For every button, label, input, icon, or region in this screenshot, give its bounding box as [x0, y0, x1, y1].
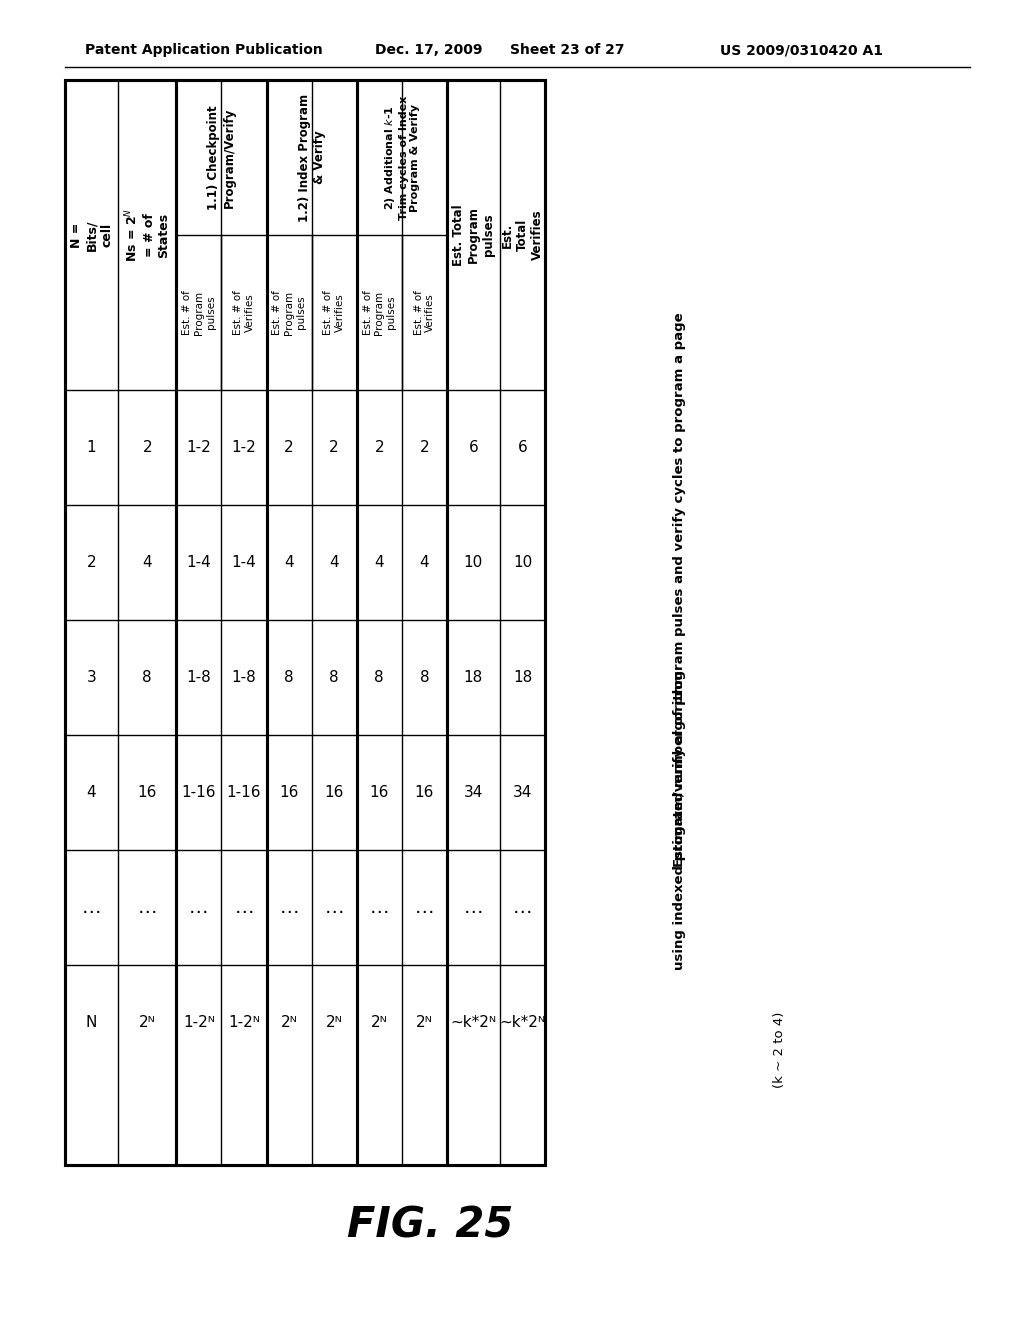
- Text: 2ᴺ: 2ᴺ: [371, 1015, 388, 1030]
- Text: (k ~ 2 to 4): (k ~ 2 to 4): [773, 1012, 786, 1088]
- Text: 16: 16: [280, 785, 299, 800]
- Text: 1-2: 1-2: [186, 440, 211, 455]
- Text: 4: 4: [142, 554, 152, 570]
- Text: 8: 8: [142, 671, 152, 685]
- Bar: [356, 81, 446, 1166]
- Text: …: …: [325, 898, 344, 917]
- Text: Estimated number of program pulses and verify cycles to program a page: Estimated number of program pulses and v…: [674, 313, 686, 867]
- Text: Dec. 17, 2009: Dec. 17, 2009: [375, 44, 482, 57]
- Text: 1-8: 1-8: [186, 671, 211, 685]
- Text: 2ᴺ: 2ᴺ: [416, 1015, 433, 1030]
- Text: 2: 2: [330, 440, 339, 455]
- Text: 2: 2: [87, 554, 96, 570]
- Text: 1-4: 1-4: [231, 554, 256, 570]
- Text: …: …: [370, 898, 389, 917]
- Text: using indexed program/verify algorithm: using indexed program/verify algorithm: [674, 671, 686, 970]
- Text: FIG. 25: FIG. 25: [347, 1204, 513, 1246]
- Text: Patent Application Publication: Patent Application Publication: [85, 44, 323, 57]
- Text: 1-16: 1-16: [226, 785, 261, 800]
- Text: 4: 4: [87, 785, 96, 800]
- Text: Est. # of
Verifies: Est. # of Verifies: [414, 290, 435, 335]
- Text: 18: 18: [513, 671, 532, 685]
- Text: 8: 8: [375, 671, 384, 685]
- Text: 8: 8: [420, 671, 429, 685]
- Text: Est. # of
Verifies: Est. # of Verifies: [324, 290, 345, 335]
- Text: 2: 2: [142, 440, 152, 455]
- Text: 6: 6: [517, 440, 527, 455]
- Text: Est. Total
Program
pulses: Est. Total Program pulses: [452, 205, 495, 265]
- Text: …: …: [280, 898, 299, 917]
- Text: 16: 16: [415, 785, 434, 800]
- Text: Est. # of
Verifies: Est. # of Verifies: [233, 290, 255, 335]
- Text: 1-2ᴺ: 1-2ᴺ: [228, 1015, 260, 1030]
- Text: 10: 10: [513, 554, 532, 570]
- Text: 1-16: 1-16: [181, 785, 216, 800]
- Text: 2: 2: [420, 440, 429, 455]
- Text: …: …: [513, 898, 532, 917]
- Text: 6: 6: [469, 440, 478, 455]
- Text: 1-4: 1-4: [186, 554, 211, 570]
- Text: …: …: [415, 898, 434, 917]
- Text: 3: 3: [87, 671, 96, 685]
- Bar: [446, 81, 545, 1166]
- Text: 8: 8: [285, 671, 294, 685]
- Text: Sheet 23 of 27: Sheet 23 of 27: [510, 44, 625, 57]
- Text: 16: 16: [370, 785, 389, 800]
- Text: 2: 2: [375, 440, 384, 455]
- Text: Est. # of
Program
pulses: Est. # of Program pulses: [272, 290, 306, 335]
- Text: 1-8: 1-8: [231, 671, 256, 685]
- Text: 16: 16: [325, 785, 344, 800]
- Text: 4: 4: [420, 554, 429, 570]
- Text: 2ᴺ: 2ᴺ: [281, 1015, 298, 1030]
- Bar: [65, 81, 176, 1166]
- Text: 1-2ᴺ: 1-2ᴺ: [183, 1015, 215, 1030]
- Text: 2ᴺ: 2ᴺ: [326, 1015, 343, 1030]
- Text: 4: 4: [330, 554, 339, 570]
- Text: US 2009/0310420 A1: US 2009/0310420 A1: [720, 44, 883, 57]
- Text: Ns = 2$^N$
= # of
States: Ns = 2$^N$ = # of States: [124, 207, 171, 263]
- Text: Est.
Total
Verifies: Est. Total Verifies: [501, 210, 544, 260]
- Text: 16: 16: [137, 785, 157, 800]
- Text: 1-2: 1-2: [231, 440, 256, 455]
- Text: 18: 18: [464, 671, 483, 685]
- Text: 34: 34: [464, 785, 483, 800]
- Text: 1: 1: [87, 440, 96, 455]
- Text: …: …: [137, 898, 157, 917]
- Text: 1.2) Index Program
& Verify: 1.2) Index Program & Verify: [298, 94, 326, 222]
- Text: 2: 2: [285, 440, 294, 455]
- Text: N =
Bits/
cell: N = Bits/ cell: [70, 219, 113, 251]
- Bar: [266, 81, 356, 1166]
- Text: …: …: [82, 898, 101, 917]
- Bar: [65, 81, 545, 1166]
- Text: 10: 10: [464, 554, 483, 570]
- Text: 4: 4: [285, 554, 294, 570]
- Text: 8: 8: [330, 671, 339, 685]
- Text: …: …: [464, 898, 483, 917]
- Text: 1.1) Checkpoint
Program/Verify: 1.1) Checkpoint Program/Verify: [208, 106, 236, 210]
- Text: 2ᴺ: 2ᴺ: [139, 1015, 156, 1030]
- Text: ~k*2ᴺ: ~k*2ᴺ: [500, 1015, 546, 1030]
- Bar: [176, 81, 266, 1166]
- Text: 34: 34: [513, 785, 532, 800]
- Text: N: N: [86, 1015, 97, 1030]
- Text: Est. # of
Program
pulses: Est. # of Program pulses: [182, 290, 215, 335]
- Text: ~k*2ᴺ: ~k*2ᴺ: [451, 1015, 497, 1030]
- Text: 4: 4: [375, 554, 384, 570]
- Text: …: …: [234, 898, 254, 917]
- Text: Est. # of
Program
pulses: Est. # of Program pulses: [362, 290, 396, 335]
- Text: 2) Additional $k$-1
Trim cycles of Index
Program & Verify: 2) Additional $k$-1 Trim cycles of Index…: [383, 95, 421, 219]
- Text: …: …: [189, 898, 209, 917]
